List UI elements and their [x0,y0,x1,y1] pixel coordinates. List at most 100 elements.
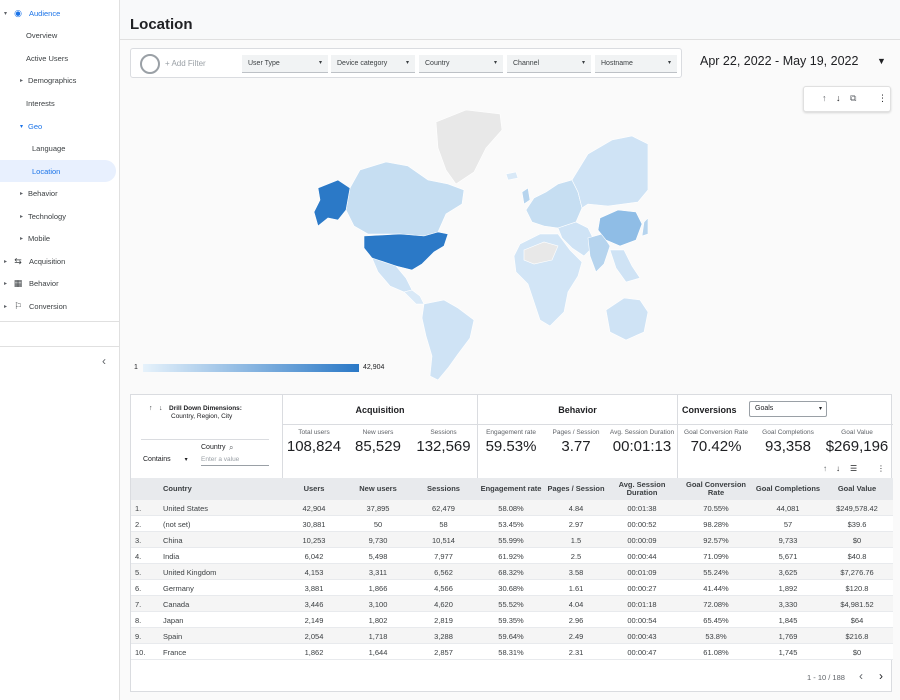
table-row[interactable]: 5. United Kingdom 4,153 3,311 6,562 68.32% 3.5… [131,564,893,580]
metric-value: 59.53% [485,438,537,455]
table-cell-eng: 59.35% [498,615,524,625]
filter-mode-select[interactable]: Contains ▾ [143,456,188,463]
table-cell-pps: 2.96 [568,615,584,625]
map-region-europe[interactable] [525,179,583,229]
date-range-label[interactable]: Apr 22, 2022 - May 19, 2022 [700,54,859,68]
map-region-japan[interactable] [641,217,649,237]
table-cell-new: 1,644 [368,647,388,657]
column-header-avg-session-duration[interactable]: Avg. Session Duration [618,480,666,497]
table-cell-pps: 3.58 [568,567,584,577]
map-region-russia[interactable] [571,135,649,209]
sidebar-item-demographics[interactable]: ▸ Demographics [0,69,116,91]
sidebar-item-behavior-sub[interactable]: ▸ Behavior [0,182,116,204]
sidebar-item-label: Overview [26,30,58,40]
column-header-goal-conversion-rate[interactable]: Goal Conversion Rate [685,480,746,497]
sort-ascending-icon[interactable]: ↑ [822,93,827,103]
date-range-dropdown-icon[interactable]: ▼ [877,56,886,66]
metric-value: 108,824 [286,438,342,455]
map-region-alaska[interactable] [313,179,351,227]
column-header-sessions[interactable]: Sessions [427,484,460,494]
sidebar-item-technology[interactable]: ▸ Technology [0,205,116,227]
column-header-goal-completions[interactable]: Goal Completions [755,484,821,494]
sidebar-item-conversion[interactable]: ▸ ⚐ Conversion [0,295,116,317]
sidebar-item-geo[interactable]: ▾ Geo [0,115,116,137]
table-cell-pps: 2.49 [568,631,584,641]
sidebar-item-language[interactable]: Language [0,137,116,159]
table-row[interactable]: 10. France 1,862 1,644 2,857 58.31% 2.31 00:00:… [131,644,893,660]
next-page-icon[interactable]: › [879,669,883,683]
caret-right-icon: ▸ [20,190,24,197]
map-region-australia[interactable] [605,297,649,341]
sort-ascending-icon[interactable]: ↑ [149,405,153,412]
table-row[interactable]: 2. (not set) 30,881 50 58 53.45% 2.97 00:00:52 9… [131,516,893,532]
map-region-uk[interactable] [521,187,531,205]
table-row[interactable]: 4. India 6,042 5,498 7,977 61.92% 2.5 00:00:44 7… [131,548,893,564]
map-region-iceland[interactable] [505,171,519,181]
filter-circle-icon[interactable] [140,54,160,74]
sidebar-item-audience[interactable]: ▾ ◉ Audience [0,2,116,24]
table-cell-country: Spain [163,631,183,641]
collapse-sidebar-icon[interactable]: ‹ [102,354,106,368]
table-row[interactable]: 8. Japan 2,149 1,802 2,819 59.35% 2.96 00:00:54… [131,612,893,628]
table-cell-new: 5,498 [368,551,388,561]
table-cell-eng: 55.52% [498,599,524,609]
user-type-dropdown[interactable]: User Type ▾ [242,55,328,73]
divider [677,425,678,478]
map-region-central-america[interactable] [403,289,425,305]
column-header-pages-per-session[interactable]: Pages / Session [547,484,605,494]
table-cell-dur: 00:00:44 [627,551,657,561]
table-cell-pps: 4.04 [568,599,584,609]
metric-value: 93,358 [765,438,811,455]
table-row[interactable]: 7. Canada 3,446 3,100 4,620 55.52% 4.04 00:01:1… [131,596,893,612]
sidebar-item-interests[interactable]: Interests [0,92,116,114]
column-header-country[interactable]: Country [163,484,192,494]
table-row[interactable]: 6. Germany 3,881 1,866 4,566 30.68% 1.61 00:00:… [131,580,893,596]
table-row[interactable]: 3. China 10,253 9,730 10,514 55.99% 1.5 00:00:0… [131,532,893,548]
table-cell-n: 4. [135,551,142,561]
country-dropdown[interactable]: Country ▾ [419,55,503,73]
sort-descending-icon[interactable]: ↓ [836,93,841,103]
column-header-users[interactable]: Users [303,484,325,494]
map-region-southeast-asia[interactable] [609,249,641,283]
map-region-sahara[interactable] [523,241,559,265]
table-cell-gcr: 65.45% [703,615,729,625]
search-icon[interactable]: ⌕ [229,443,234,452]
more-options-icon[interactable]: ⋮ [877,464,885,473]
hostname-dropdown[interactable]: Hostname ▾ [595,55,677,73]
map-region-greenland[interactable] [435,109,503,185]
sidebar-item-overview[interactable]: Overview [0,24,116,46]
map-region-south-america[interactable] [421,299,475,381]
sidebar-item-label: Technology [28,211,66,221]
sidebar-item-active-users[interactable]: Active Users [0,47,116,69]
sort-descending-icon[interactable]: ↓ [836,464,840,473]
column-header-engagement-rate[interactable]: Engagement rate [480,484,542,494]
sidebar-item-mobile[interactable]: ▸ Mobile [0,227,116,249]
table-cell-gc: 1,845 [778,615,798,625]
filter-mode-label: Contains [143,456,171,463]
table-cell-new: 37,895 [366,503,390,513]
device-category-dropdown[interactable]: Device category ▾ [331,55,415,73]
table-row[interactable]: 1. United States 42,904 37,895 62,479 58.08% 4… [131,500,893,516]
export-chart-icon[interactable]: ⧉ [850,93,857,103]
filter-value-input[interactable]: Enter a value [201,456,269,466]
sort-descending-icon[interactable]: ↓ [159,405,163,412]
table-cell-gcr: 98.28% [703,519,729,529]
map-region-china[interactable] [597,209,643,247]
summary-new-users: New users 85,529 [346,429,410,455]
filter-settings-icon[interactable]: ☰ [850,464,858,473]
column-header-new-users[interactable]: New users [359,484,397,494]
sort-ascending-icon[interactable]: ↑ [823,464,827,473]
sidebar-item-behavior[interactable]: ▸ ▦ Behavior [0,272,116,294]
column-header-goal-value[interactable]: Goal Value [837,484,877,494]
channel-dropdown[interactable]: Channel ▾ [507,55,591,73]
sidebar-item-location[interactable]: Location [0,160,116,182]
table-row[interactable]: 9. Spain 2,054 1,718 3,288 59.64% 2.49 00:00:43… [131,628,893,644]
goals-select[interactable]: Goals ▾ [749,401,827,417]
add-filter-button[interactable]: + Add Filter [165,59,206,68]
sidebar: ▾ ◉ Audience Overview Active Users ▸ Demo… [0,0,120,700]
previous-page-icon[interactable]: ‹ [859,669,863,683]
sidebar-item-acquisition[interactable]: ▸ ⇆ Acquisition [0,250,116,272]
table-cell-sessions: 4,566 [434,583,453,593]
more-options-icon[interactable]: ⋮ [878,93,887,103]
map-region-canada[interactable] [345,161,465,237]
